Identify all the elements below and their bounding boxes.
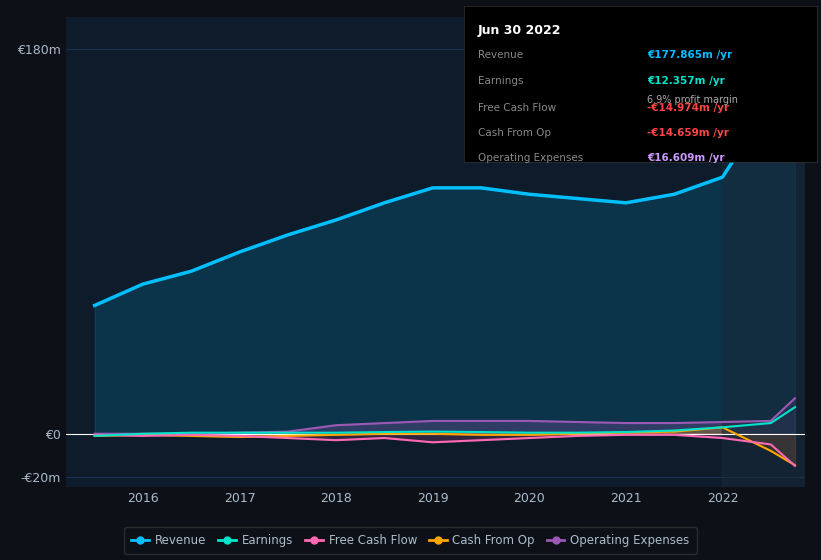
Text: Operating Expenses: Operating Expenses	[478, 153, 583, 163]
Text: Cash From Op: Cash From Op	[478, 128, 551, 138]
Text: 6.9% profit margin: 6.9% profit margin	[648, 95, 738, 105]
Text: €16.609m /yr: €16.609m /yr	[648, 153, 725, 163]
Text: Free Cash Flow: Free Cash Flow	[478, 103, 556, 113]
Bar	[722, 17, 805, 487]
Text: -€14.974m /yr: -€14.974m /yr	[648, 103, 730, 113]
Text: Jun 30 2022: Jun 30 2022	[478, 25, 562, 38]
Legend: Revenue, Earnings, Free Cash Flow, Cash From Op, Operating Expenses: Revenue, Earnings, Free Cash Flow, Cash …	[124, 527, 697, 554]
Text: -€14.659m /yr: -€14.659m /yr	[648, 128, 729, 138]
Text: €177.865m /yr: €177.865m /yr	[648, 49, 732, 59]
Text: Earnings: Earnings	[478, 76, 524, 86]
Text: Revenue: Revenue	[478, 49, 523, 59]
Text: €12.357m /yr: €12.357m /yr	[648, 76, 725, 86]
